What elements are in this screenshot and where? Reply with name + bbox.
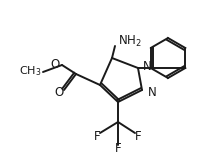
Text: CH$_3$: CH$_3$ <box>19 64 41 78</box>
Text: O: O <box>54 86 64 100</box>
Text: F: F <box>135 131 141 144</box>
Text: N: N <box>143 59 152 73</box>
Text: O: O <box>51 58 60 70</box>
Text: F: F <box>94 131 100 144</box>
Text: NH$_2$: NH$_2$ <box>118 33 142 48</box>
Text: F: F <box>115 142 121 156</box>
Text: N: N <box>148 86 157 98</box>
